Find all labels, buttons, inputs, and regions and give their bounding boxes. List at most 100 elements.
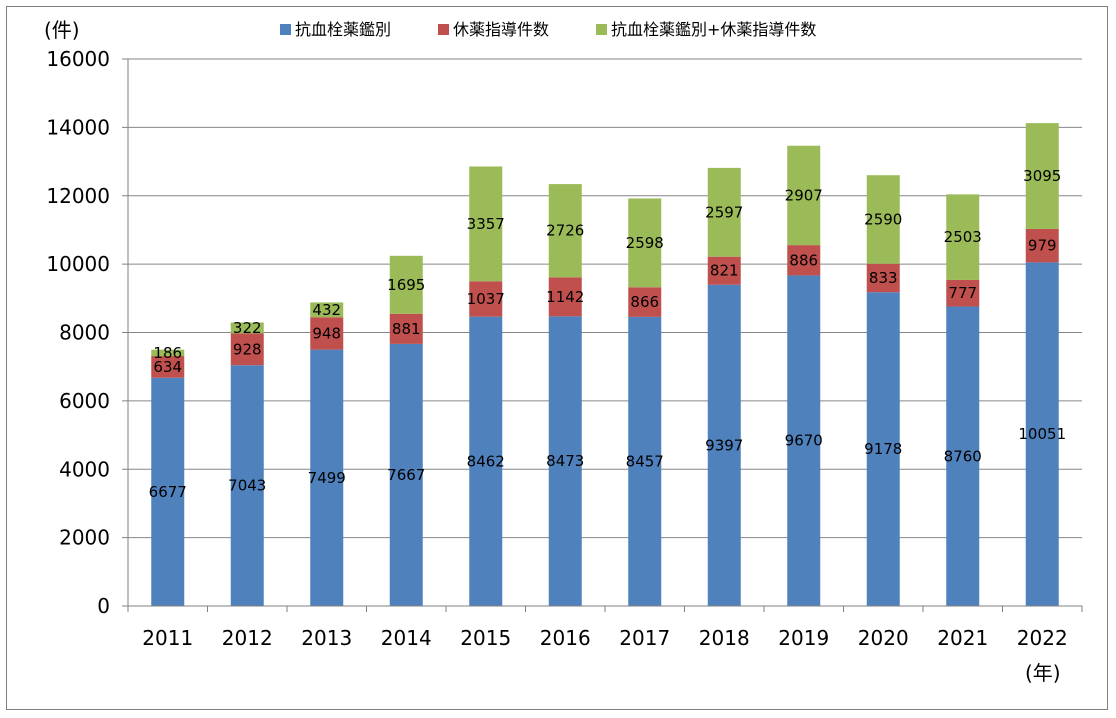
x-tick-label: 2014 [381,626,432,650]
bar-segment [1025,123,1059,229]
data-label: 979 [1028,237,1057,255]
bar-segment [230,365,264,606]
bar-segment [628,198,662,288]
data-label: 833 [869,269,898,287]
data-label: 928 [233,340,262,358]
bar-segment [389,313,423,344]
data-label: 2590 [864,210,902,228]
bar-segment [469,281,503,317]
y-tick-label: 12000 [46,184,110,208]
bar-segment [707,284,741,606]
legend-swatch [596,24,607,35]
data-label: 7499 [308,469,346,487]
y-tick-label: 16000 [46,47,110,71]
bar-segment [866,263,900,293]
bar-segment [707,256,741,285]
bars [151,123,1059,606]
data-label: 866 [630,293,659,311]
x-tick-label: 2019 [778,626,829,650]
data-label: 881 [392,320,421,338]
x-tick-label: 2021 [937,626,988,650]
bar-segment [866,292,900,606]
data-label: 9178 [864,440,902,458]
data-label: 634 [153,358,182,376]
bar-segment [1025,228,1059,263]
bar-segment [310,349,344,606]
data-label: 821 [710,262,739,280]
y-axis-unit: (件) [44,18,80,42]
legend-swatch [438,24,449,35]
y-tick-label: 0 [97,594,110,618]
data-label: 7667 [387,466,425,484]
y-tick-label: 6000 [59,389,110,413]
x-tick-label: 2017 [619,626,670,650]
y-tick-label: 2000 [59,526,110,550]
x-tick-label: 2011 [142,626,193,650]
data-label: 3357 [467,215,505,233]
bar-segment [548,277,582,317]
y-tick-label: 10000 [46,252,110,276]
data-label: 8760 [944,447,982,465]
bar-segment [310,317,344,350]
bar-segment [469,316,503,606]
y-tick-label: 8000 [59,321,110,345]
gridlines [128,58,1082,539]
bar-segment [469,166,503,282]
legend-label: 休薬指導件数 [453,20,549,39]
bar-segment [389,255,423,314]
data-label: 2598 [626,234,664,252]
data-label: 3095 [1023,167,1061,185]
x-tick-label: 2018 [699,626,750,650]
data-label: 2597 [705,203,743,221]
bar-segment [946,194,980,280]
data-label: 186 [153,344,182,362]
data-label: 10051 [1018,425,1066,443]
bar-segment [628,287,662,317]
data-label: 886 [789,251,818,269]
data-label: 777 [948,284,977,302]
bar-segment [151,356,185,378]
data-label: 432 [312,301,341,319]
bar-segment [310,302,344,318]
legend: 抗血栓薬鑑別 休薬指導件数 抗血栓薬鑑別+休薬指導件数 [280,20,816,39]
x-tick-label: 2013 [301,626,352,650]
bar-segment [628,316,662,606]
bar-segment [946,306,980,606]
bar-segment [787,145,821,246]
data-label: 1037 [467,290,505,308]
y-tick-label: 4000 [59,457,110,481]
tick-labels: 0 2000 4000 6000 8000 10000 12000 14000 16000 201… [46,47,1083,650]
bar-segment [946,279,980,307]
y-tick-label: 14000 [46,115,110,139]
x-axis-unit: (年) [1025,661,1061,685]
legend-swatch [280,24,291,35]
x-tick-label: 2016 [540,626,591,650]
legend-label: 抗血栓薬鑑別 [295,20,391,39]
x-tick-label: 2020 [858,626,909,650]
bar-segment [389,343,423,606]
legend-label: 抗血栓薬鑑別+休薬指導件数 [611,20,816,39]
data-label: 8457 [626,452,664,470]
data-label: 948 [312,324,341,342]
data-label: 9670 [785,432,823,450]
bar-segment [787,245,821,276]
data-label: 2907 [785,186,823,204]
x-tick-label: 2015 [460,626,511,650]
bar-segment [548,184,582,278]
data-label: 1142 [546,288,584,306]
x-tick-label: 2012 [222,626,273,650]
bar-segment [548,316,582,606]
data-label: 7043 [228,477,266,495]
data-label: 1695 [387,276,425,294]
data-label: 6677 [149,483,187,501]
bar-segment [707,167,741,257]
data-label: 8462 [467,452,505,470]
bar-segment [151,377,185,606]
bar-segment [151,349,185,357]
data-label: 2726 [546,222,584,240]
data-label: 2503 [944,228,982,246]
bar-segment [1025,262,1059,606]
bar-segment [787,275,821,606]
